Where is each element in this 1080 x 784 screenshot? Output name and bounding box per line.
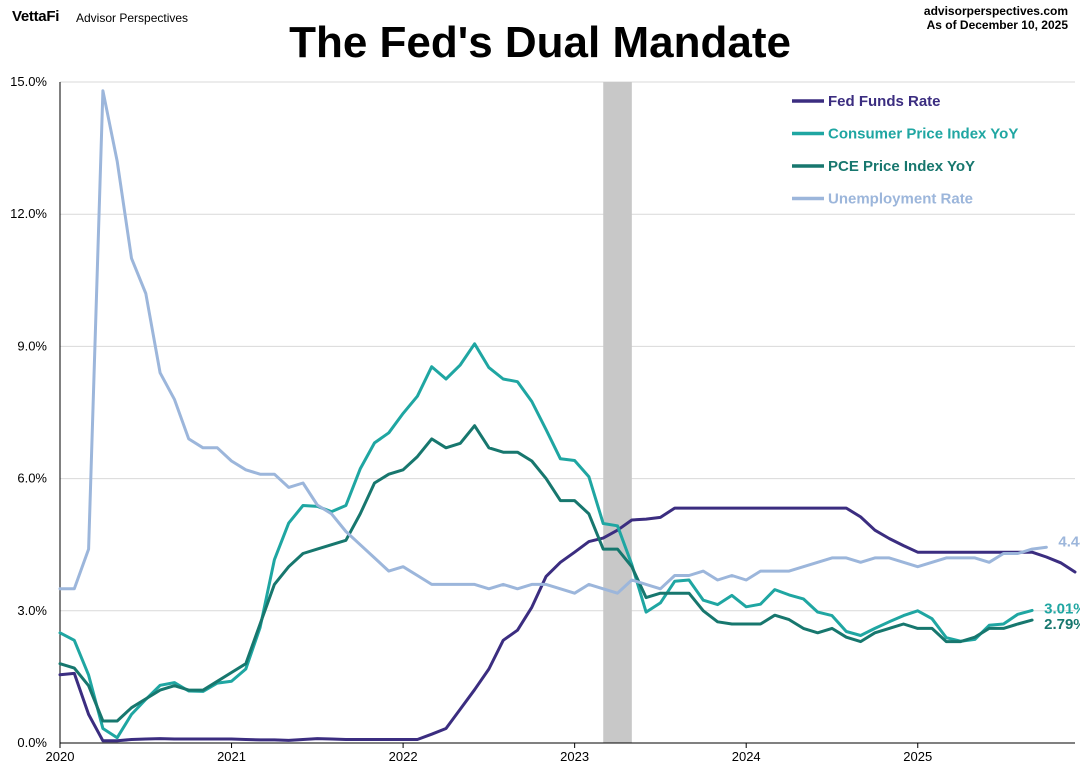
chart-title: The Fed's Dual Mandate — [289, 18, 791, 67]
series-line — [58, 424, 1034, 723]
y-tick-labels: 0.0% 3.0% 6.0% 9.0% 12.0% 15.0% — [10, 74, 47, 750]
axes — [59, 82, 1075, 748]
x-tick-label: 2024 — [732, 749, 761, 764]
site-url: advisorperspectives.com — [923, 4, 1068, 18]
x-tick-label: 2020 — [46, 749, 75, 764]
grid-lines — [60, 81, 1075, 612]
legend-entry: Fed Funds Rate — [828, 93, 941, 110]
series-lines — [58, 89, 1077, 743]
shaded-period — [603, 82, 632, 743]
x-tick-label: 2025 — [903, 749, 932, 764]
y-tick-label: 3.0% — [17, 603, 47, 618]
series-line — [58, 342, 1034, 740]
brand-subtitle: Advisor Perspectives — [76, 11, 189, 25]
series-line — [58, 506, 1077, 743]
x-tick-label: 2023 — [560, 749, 589, 764]
legend: Fed Funds Rate Consumer Price Index YoY PC… — [792, 93, 1018, 208]
legend-entry: Consumer Price Index YoY — [828, 126, 1018, 143]
legend-entry: Unemployment Rate — [828, 191, 973, 208]
end-value-label: 2.79% — [1044, 616, 1080, 633]
shaded-band — [603, 82, 632, 743]
end-value-label: 3.01% — [1044, 600, 1080, 617]
y-tick-label: 6.0% — [17, 471, 47, 486]
x-tick-labels: 2020 2021 2022 2023 2024 2025 — [46, 749, 933, 764]
end-value-labels: 3.88%3.01%2.79%4.44% — [1044, 533, 1080, 633]
y-tick-label: 12.0% — [10, 206, 47, 221]
x-tick-label: 2022 — [389, 749, 418, 764]
y-tick-label: 0.0% — [17, 735, 47, 750]
brand-logo: VettaFi — [12, 8, 60, 25]
y-tick-label: 9.0% — [17, 338, 47, 353]
series-line — [58, 89, 1048, 595]
as-of-date: As of December 10, 2025 — [926, 18, 1068, 32]
end-value-label: 4.44% — [1058, 533, 1080, 550]
x-tick-label: 2021 — [217, 749, 246, 764]
y-tick-label: 15.0% — [10, 74, 47, 89]
legend-entry: PCE Price Index YoY — [828, 158, 975, 175]
